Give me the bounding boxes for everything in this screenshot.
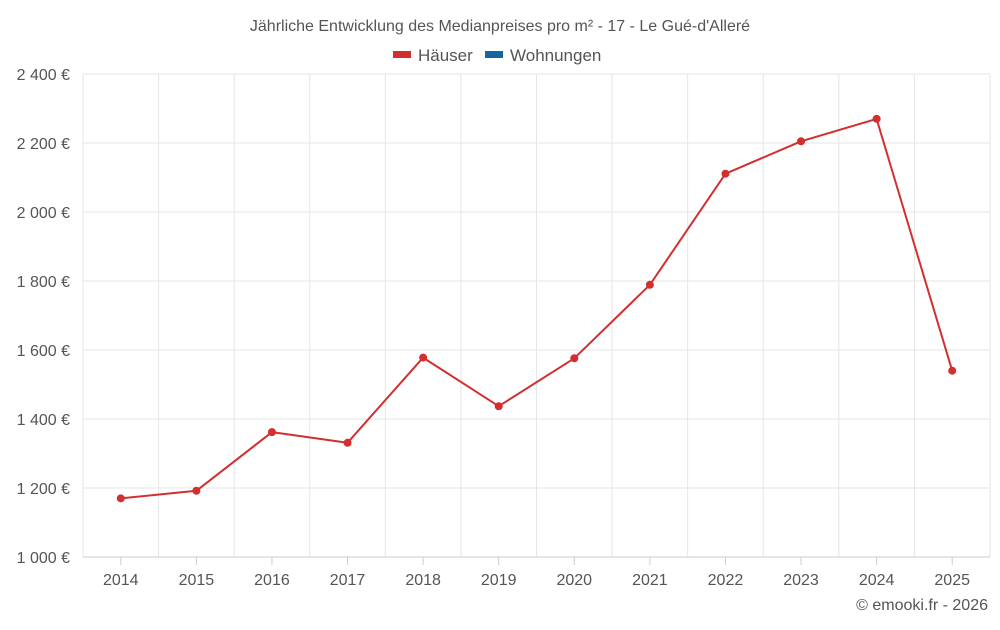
- x-tick-label: 2020: [556, 572, 592, 589]
- x-axis: 2014 2015 2016 2017 2018 2019 2020 2021 2022 2023…: [83, 556, 990, 589]
- x-tick-label: 2022: [708, 572, 744, 589]
- data-point: [570, 354, 579, 363]
- x-tick-label: 2018: [405, 572, 441, 589]
- y-tick-label: 1 400 €: [17, 412, 70, 429]
- legend-swatch-1: [485, 51, 503, 58]
- data-point: [267, 428, 276, 437]
- chart-title: Jährliche Entwicklung des Medianpreises …: [250, 18, 750, 35]
- data-point: [948, 366, 957, 375]
- legend: Häuser Wohnungen: [393, 46, 601, 65]
- data-point: [116, 494, 125, 503]
- x-tick-label: 2019: [481, 572, 517, 589]
- y-tick-label: 2 400 €: [17, 67, 70, 84]
- series-layer: [116, 114, 957, 503]
- y-tick-label: 1 200 €: [17, 481, 70, 498]
- data-point: [872, 114, 881, 123]
- x-tick-label: 2021: [632, 572, 668, 589]
- y-tick-label: 2 000 €: [17, 205, 70, 222]
- x-tick-label: 2015: [179, 572, 215, 589]
- data-point: [645, 280, 654, 289]
- x-tick-label: 2017: [330, 572, 366, 589]
- y-tick-label: 1 600 €: [17, 343, 70, 360]
- x-tick-label: 2016: [254, 572, 290, 589]
- x-tick-label: 2014: [103, 572, 139, 589]
- x-tick-label: 2023: [783, 572, 819, 589]
- x-tick-label: 2024: [859, 572, 895, 589]
- y-tick-label: 1 000 €: [17, 550, 70, 567]
- legend-swatch-0: [393, 51, 411, 58]
- data-point: [192, 486, 201, 495]
- y-axis: 1 000 € 1 200 € 1 400 € 1 600 € 1 800 € 2 000…: [17, 67, 70, 567]
- data-point: [494, 402, 503, 411]
- data-point: [419, 353, 428, 362]
- data-point: [343, 438, 352, 447]
- y-tick-label: 1 800 €: [17, 274, 70, 291]
- grid: [82, 73, 991, 558]
- y-tick-label: 2 200 €: [17, 136, 70, 153]
- credit-text: © emooki.fr - 2026: [856, 597, 988, 614]
- data-point: [797, 137, 806, 146]
- series-line-0: [120, 117, 954, 500]
- legend-label-0: Häuser: [418, 46, 473, 65]
- legend-label-1: Wohnungen: [510, 46, 601, 65]
- data-point: [721, 169, 730, 178]
- x-tick-label: 2025: [934, 572, 970, 589]
